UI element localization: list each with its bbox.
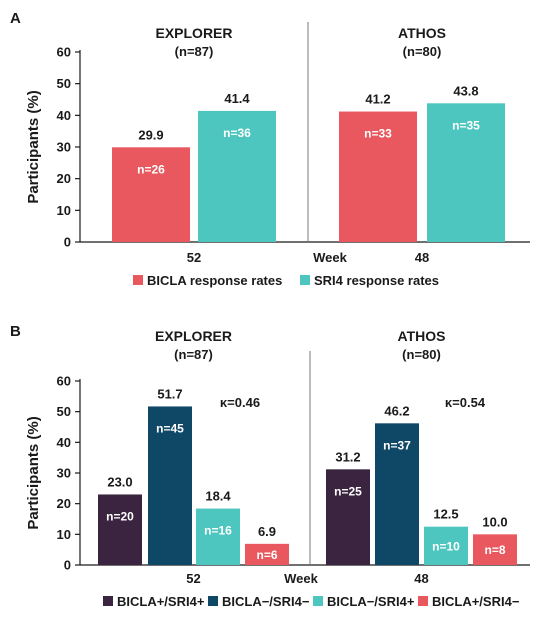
panel-letter: B [10,323,21,340]
study-title: EXPLORER [155,328,232,344]
y-tick-label: 50 [57,76,71,91]
legend: BICLA response rates SRI4 response rates [133,273,439,288]
study-title: ATHOS [398,25,446,41]
x-tick-label: 48 [414,571,428,586]
bar-n-label: n=33 [364,127,392,141]
y-tick-label: 60 [57,374,71,389]
bar [148,406,192,565]
bar-value-label: 41.2 [365,92,390,107]
bar [198,110,276,243]
study-n-label: (n=80) [403,44,442,59]
x-axis-label: Week [313,250,347,265]
bar-n-label: n=35 [452,118,480,132]
panel-letter: A [10,10,21,27]
bar [473,534,517,565]
legend-swatch [300,275,310,285]
bar-value-label: 23.0 [107,474,132,489]
x-tick-label: 52 [187,250,201,265]
y-tick-label: 0 [64,235,71,250]
bar [196,508,240,565]
bar-n-label: n=37 [383,438,411,452]
x-tick-label: 48 [415,250,429,265]
legend-swatch [103,596,113,606]
y-tick-label: 30 [57,466,71,481]
bar-value-label: 51.7 [157,386,182,401]
bar-value-label: 29.9 [138,127,163,142]
y-tick-label: 20 [57,171,71,186]
x-tick-label: 52 [186,571,200,586]
legend-label: BICLA+/SRI4+ [117,594,205,609]
bar-value-label: 18.4 [205,489,231,504]
y-tick-label: 60 [57,45,71,60]
bar-n-label: n=36 [223,126,251,140]
bar-n-label: n=10 [432,539,460,553]
bar [98,494,142,565]
y-tick-label: 40 [57,108,71,123]
bar-value-label: 6.9 [258,524,276,539]
bar-value-label: 41.4 [224,91,250,106]
legend-swatch [313,596,323,606]
bar [112,147,190,242]
legend-label: BICLA response rates [147,273,282,288]
bar-value-label: 12.5 [433,507,458,522]
study-n-label: (n=87) [174,347,213,362]
bar-n-label: n=6 [256,548,277,562]
bar [424,526,468,565]
y-tick-label: 50 [57,404,71,419]
y-axis-label: Participants (%) [25,416,42,529]
legend-label: BICLA−/SRI4− [222,594,310,609]
kappa-label: κ=0.46 [220,395,260,410]
panel-b: B 0 10 20 30 40 50 60 Participants (%) EXPLORER (n… [10,323,530,609]
y-axis-label: Participants (%) [25,90,42,203]
legend-swatch [133,275,143,285]
bar-n-label: n=25 [334,484,362,498]
bar-n-label: n=45 [156,421,184,435]
y-tick-label: 0 [64,558,71,573]
legend-swatch [208,596,218,606]
y-tick-label: 30 [57,140,71,155]
bar-value-label: 43.8 [453,83,478,98]
bar-value-label: 10.0 [482,514,507,529]
study-n-label: (n=87) [175,44,214,59]
bar-value-label: 46.2 [384,403,409,418]
legend-swatch [418,596,428,606]
y-tick-label: 10 [57,527,71,542]
bar [245,543,289,565]
y-tick-label: 10 [57,203,71,218]
bar-n-label: n=20 [106,509,134,523]
legend-label: SRI4 response rates [314,273,439,288]
study-n-label: (n=80) [402,347,441,362]
legend-label: BICLA−/SRI4+ [327,594,415,609]
bar [427,103,505,242]
bar [375,423,419,565]
x-axis-label: Week [284,571,318,586]
legend-label: BICLA+/SRI4− [432,594,520,609]
study-title: ATHOS [398,328,446,344]
kappa-label: κ=0.54 [445,395,486,410]
legend: BICLA+/SRI4+ BICLA−/SRI4− BICLA−/SRI4+ BICL… [103,594,520,609]
y-tick-label: 20 [57,496,71,511]
study-title: EXPLORER [155,25,232,41]
y-tick-label: 40 [57,435,71,450]
bar-value-label: 31.2 [335,449,360,464]
bar-n-label: n=26 [137,162,165,176]
panel-a: A 0 10 20 30 40 50 60 Participants (%) EXPLORER (n… [10,10,530,288]
bar [339,111,417,243]
bar-n-label: n=8 [484,543,505,557]
bar [326,469,370,565]
bar-n-label: n=16 [204,524,232,538]
